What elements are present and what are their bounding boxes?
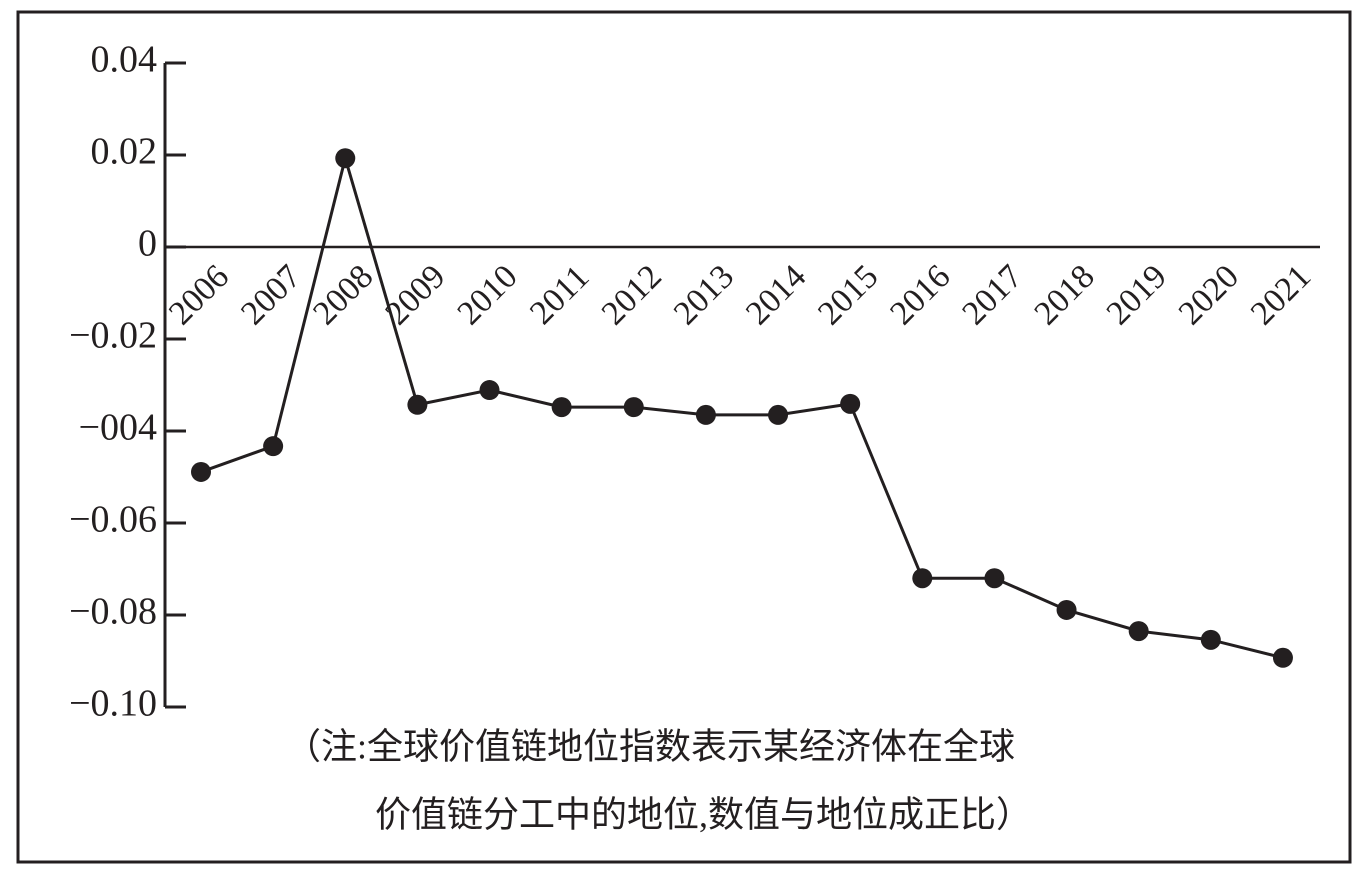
point: [695, 404, 716, 425]
point: [623, 397, 644, 418]
point: [263, 436, 284, 457]
y-tick-label: 0: [138, 223, 157, 265]
line: [200, 152, 1284, 660]
point: [768, 404, 789, 425]
x-tick-label: 2021: [1244, 258, 1318, 332]
x-tick-label: 2012: [595, 258, 669, 332]
point: [551, 397, 572, 418]
x-tick-label: 2019: [1100, 258, 1174, 332]
x-tick-label: 2018: [1028, 258, 1102, 332]
x-tick-label: 2015: [811, 258, 885, 332]
x-tick-label: 2016: [883, 258, 957, 332]
point: [191, 461, 211, 482]
point: [1272, 647, 1293, 668]
point: [984, 568, 1005, 589]
point: [479, 380, 500, 401]
y-tick-label: −0.02: [69, 315, 157, 357]
y-tick-label: 0.04: [91, 39, 158, 81]
x-tick-label: 2014: [739, 258, 813, 332]
point: [840, 393, 861, 414]
x-tick-label: 2009: [378, 258, 452, 332]
x-tick-label: 2007: [234, 258, 308, 332]
y-tick-label: −0.10: [69, 683, 157, 725]
note: （注:全球价值链地位指数表示某经济体在全球: [285, 726, 1015, 766]
y-tick-label: −0.06: [69, 499, 157, 541]
x-tick-label: 2010: [450, 258, 524, 332]
x-tick-label: 2013: [667, 258, 741, 332]
x-tick-label: 2006: [162, 258, 236, 332]
point: [1200, 629, 1221, 650]
point: [1056, 599, 1077, 620]
y-tick-label: −004: [79, 407, 157, 449]
note: 价值链分工中的地位,数值与地位成正比）: [375, 794, 1032, 834]
point: [335, 148, 356, 169]
point: [1128, 621, 1149, 642]
x-tick-label: 2020: [1172, 258, 1246, 332]
point: [407, 394, 428, 415]
point: [912, 568, 933, 589]
y-tick-label: 0.02: [91, 131, 158, 173]
frame: [16, 10, 1352, 864]
x-tick-label: 2017: [955, 258, 1029, 332]
x-tick-label: 2011: [523, 258, 596, 331]
y-tick-label: −0.08: [69, 591, 157, 633]
